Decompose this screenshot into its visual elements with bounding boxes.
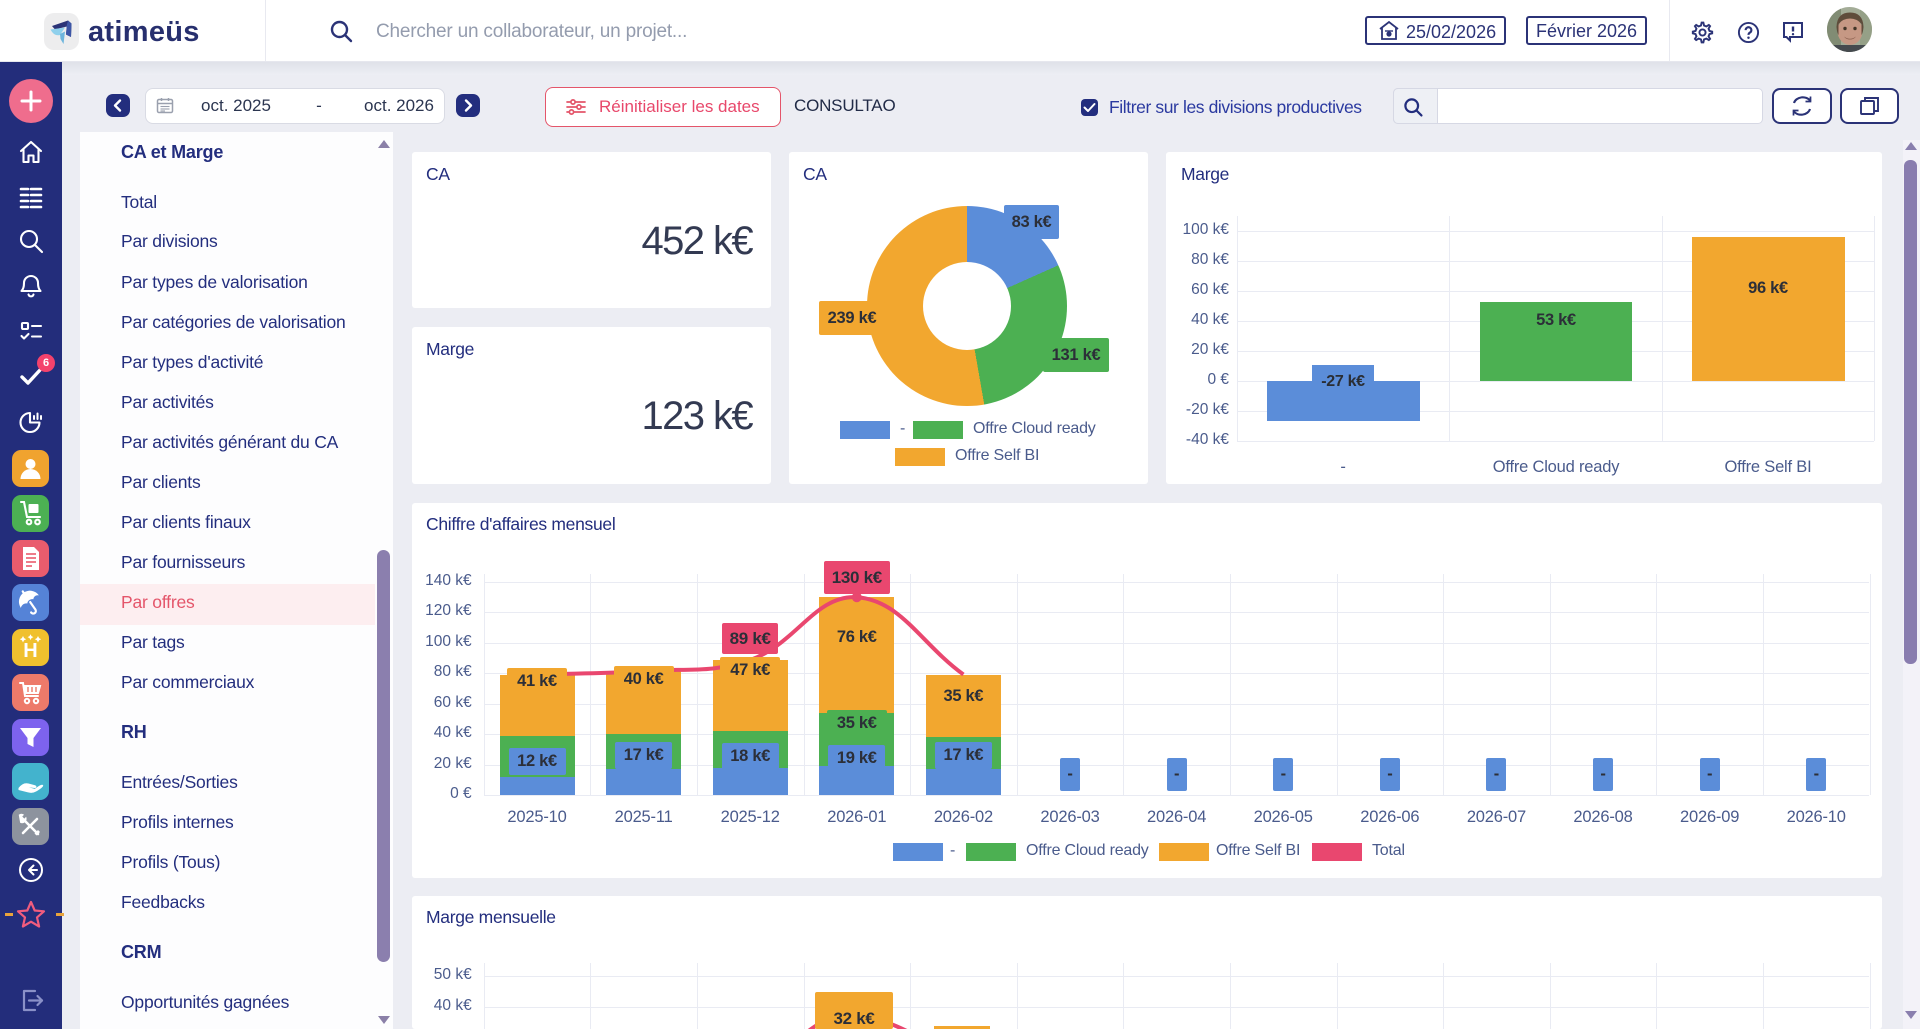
svg-text:H: H [23, 640, 37, 662]
